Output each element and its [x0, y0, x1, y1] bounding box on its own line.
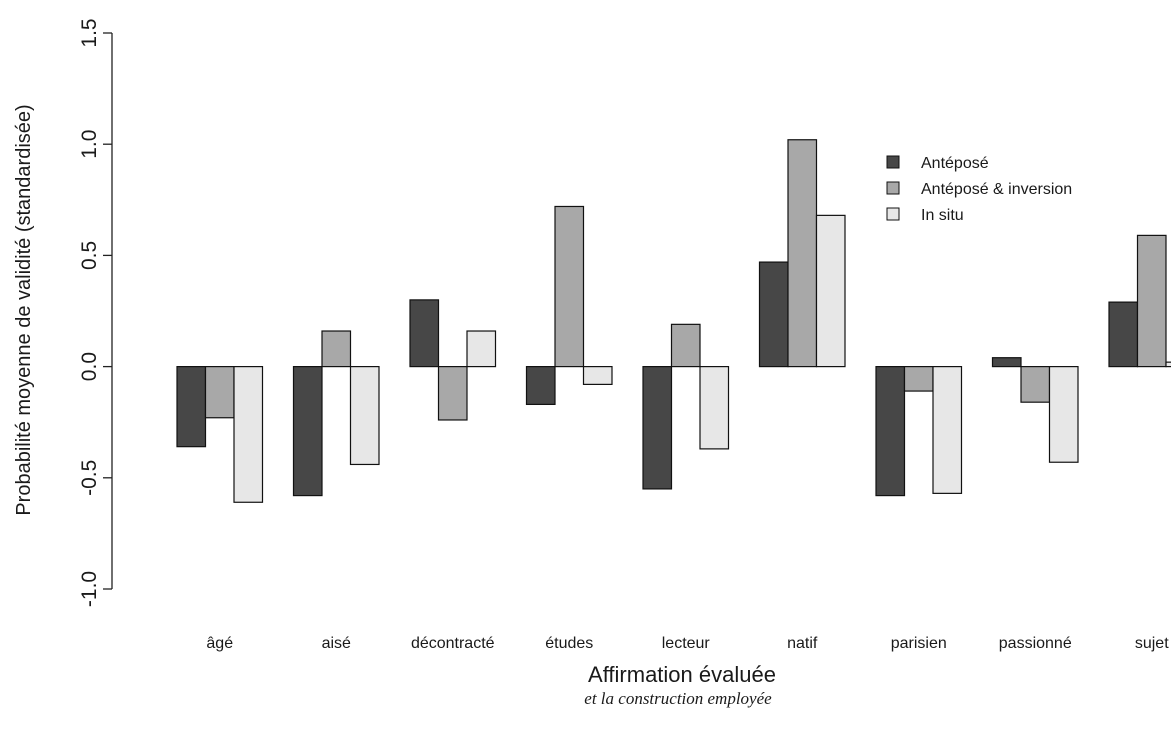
category-label: études	[545, 635, 593, 652]
bar	[875, 366, 906, 497]
bar	[409, 299, 440, 368]
legend: Antéposé Antéposé & inversion In situ	[886, 155, 1072, 224]
bar	[1048, 366, 1079, 463]
category-label: décontracté	[411, 635, 495, 652]
y-tick-label: 1.0	[78, 130, 101, 159]
category-label: parisien	[891, 635, 947, 652]
bar	[991, 357, 1022, 368]
bar	[582, 366, 613, 385]
bar	[903, 366, 934, 392]
legend-swatch	[886, 207, 900, 221]
bar	[642, 366, 673, 490]
x-axis-sublabel: et la construction employée	[584, 689, 772, 708]
bar	[1136, 234, 1167, 368]
bar	[932, 366, 963, 494]
category-label: aisé	[322, 635, 351, 652]
bar	[670, 323, 701, 368]
y-tick-label: 0.0	[78, 352, 101, 381]
bar	[292, 366, 323, 497]
legend-swatch	[886, 155, 900, 169]
y-tick-label: -1.0	[78, 571, 101, 607]
bar	[1165, 361, 1171, 368]
bar	[349, 366, 380, 466]
legend-label: Antéposé & inversion	[921, 181, 1072, 198]
bar	[204, 366, 235, 419]
category-labels: âgé aisé décontracté études lecteur natif pari…	[206, 635, 1169, 652]
bar	[1108, 301, 1139, 368]
legend-label: Antéposé	[921, 155, 989, 172]
y-axis: -1.0 -0.5 0.0 0.5 1.0 1.5	[78, 18, 113, 607]
category-label: natif	[787, 635, 818, 652]
bar	[1020, 366, 1051, 403]
bars-group	[176, 139, 1171, 503]
y-tick-label: 1.5	[78, 18, 101, 47]
y-tick-label: 0.5	[78, 241, 101, 270]
bar	[815, 214, 846, 368]
category-label: passionné	[999, 635, 1072, 652]
y-tick-label: -0.5	[78, 460, 101, 496]
bar	[233, 366, 264, 503]
legend-label: In situ	[921, 207, 964, 224]
bar	[758, 261, 789, 368]
category-label: sujet	[1135, 635, 1169, 652]
category-label: âgé	[206, 635, 233, 652]
bar	[321, 330, 352, 368]
bar	[437, 366, 468, 421]
legend-swatch	[886, 181, 900, 195]
bar	[699, 366, 730, 450]
category-label: lecteur	[662, 635, 711, 652]
bar	[176, 366, 207, 448]
bar	[787, 139, 818, 368]
x-axis-label: Affirmation évaluée	[588, 662, 776, 687]
y-axis-label: Probabilité moyenne de validité (standar…	[13, 104, 35, 515]
bar	[554, 205, 585, 368]
bar	[525, 366, 556, 406]
bar	[466, 330, 497, 368]
